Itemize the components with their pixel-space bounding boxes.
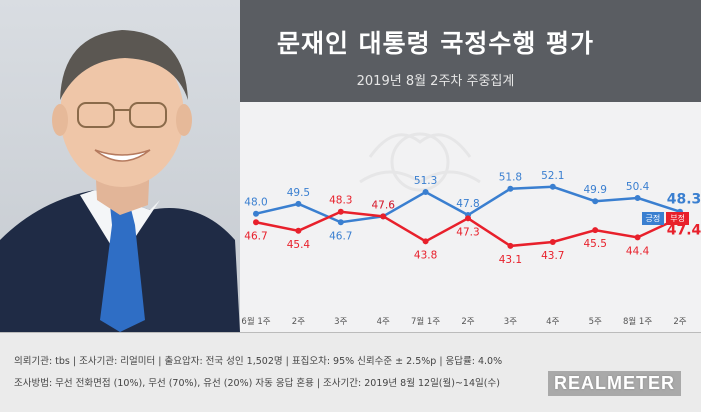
brand-logo: REALMETER bbox=[548, 371, 681, 396]
data-label-approve-1: 49.5 bbox=[287, 187, 310, 199]
point-disapprove-9 bbox=[634, 234, 641, 241]
x-tick-label-8: 5주 bbox=[589, 317, 602, 327]
data-label-disapprove-10: 47.4 bbox=[667, 223, 701, 239]
point-approve-0 bbox=[253, 210, 259, 217]
point-approve-4 bbox=[422, 189, 429, 196]
point-disapprove-7 bbox=[549, 238, 556, 245]
portrait-photo bbox=[0, 0, 240, 332]
x-tick-label-3: 4주 bbox=[377, 317, 390, 327]
x-tick-label-6: 3주 bbox=[504, 317, 517, 327]
point-approve-6 bbox=[507, 185, 514, 192]
data-label-disapprove-1: 45.4 bbox=[287, 239, 311, 251]
x-tick-label-2: 3주 bbox=[334, 317, 347, 327]
x-tick-label-5: 2주 bbox=[461, 317, 474, 327]
chart-subtitle: 2019년 8월 2주차 주중집계 bbox=[356, 74, 515, 89]
point-approve-2 bbox=[337, 219, 344, 226]
footer-line-1: 의뢰기관: tbs | 조사기관: 리얼미터 | 출요압자: 전국 성인 1,5… bbox=[14, 356, 503, 367]
legend: 긍정 부정 bbox=[641, 212, 689, 225]
legend-disapprove: 부정 bbox=[666, 212, 689, 225]
footer: 의뢰기관: tbs | 조사기관: 리얼미터 | 출요압자: 전국 성인 1,5… bbox=[0, 332, 701, 412]
data-label-approve-8: 49.9 bbox=[584, 184, 607, 196]
data-label-approve-10: 48.3 bbox=[667, 192, 701, 208]
data-label-approve-4: 51.3 bbox=[414, 175, 437, 187]
point-approve-8 bbox=[592, 198, 599, 205]
x-tick-label-1: 2주 bbox=[292, 317, 305, 327]
data-label-disapprove-3: 47.6 bbox=[372, 199, 396, 211]
data-label-approve-3: 47.6 bbox=[372, 199, 396, 211]
data-label-disapprove-5: 47.3 bbox=[456, 226, 479, 238]
data-label-approve-9: 50.4 bbox=[626, 181, 650, 193]
legend-approve: 긍정 bbox=[641, 212, 665, 225]
point-disapprove-1 bbox=[295, 227, 302, 234]
x-tick-label-10: 2주 bbox=[673, 317, 686, 327]
data-label-approve-6: 51.8 bbox=[499, 172, 522, 184]
point-approve-1 bbox=[295, 200, 302, 207]
x-tick-label-7: 4주 bbox=[546, 317, 559, 327]
x-tick-label-9: 8월 1주 bbox=[623, 316, 652, 327]
footer-line-2: 조사방법: 무선 전화면접 (10%), 무선 (70%), 유선 (20%) … bbox=[14, 378, 500, 389]
point-approve-7 bbox=[549, 183, 556, 190]
line-chart: 48.0 49.5 46.7 47.6 51.3 47.8 51.8 52.1 49.9 50.4… bbox=[241, 132, 701, 327]
point-disapprove-0 bbox=[253, 219, 259, 226]
data-label-approve-7: 52.1 bbox=[541, 170, 564, 182]
data-label-disapprove-7: 43.7 bbox=[541, 250, 564, 262]
plot-area: 48.0 49.5 46.7 47.6 51.3 47.8 51.8 52.1 49.9 50.4… bbox=[220, 102, 701, 332]
x-tick-label-4: 7월 1주 bbox=[411, 316, 440, 327]
data-label-disapprove-4: 43.8 bbox=[414, 249, 437, 261]
point-disapprove-5 bbox=[465, 215, 471, 222]
x-tick-label-0: 6월 1주 bbox=[241, 316, 270, 327]
data-label-disapprove-0: 46.7 bbox=[244, 230, 267, 242]
data-label-disapprove-2: 48.3 bbox=[329, 195, 352, 207]
data-label-disapprove-9: 44.4 bbox=[626, 245, 650, 257]
data-label-approve-2: 46.7 bbox=[329, 230, 352, 242]
point-disapprove-8 bbox=[592, 227, 599, 234]
point-approve-9 bbox=[634, 194, 641, 201]
point-disapprove-4 bbox=[422, 238, 429, 245]
data-label-disapprove-8: 45.5 bbox=[584, 238, 607, 250]
watermark-emblem-icon bbox=[359, 132, 481, 192]
point-disapprove-3 bbox=[380, 213, 387, 220]
data-label-approve-5: 47.8 bbox=[456, 198, 479, 210]
point-disapprove-2 bbox=[337, 208, 344, 215]
data-label-approve-0: 48.0 bbox=[244, 197, 267, 209]
data-label-disapprove-6: 43.1 bbox=[499, 254, 522, 266]
chart-title: 문재인 대통령 국정수행 평가 bbox=[276, 29, 595, 58]
point-disapprove-6 bbox=[507, 242, 514, 249]
